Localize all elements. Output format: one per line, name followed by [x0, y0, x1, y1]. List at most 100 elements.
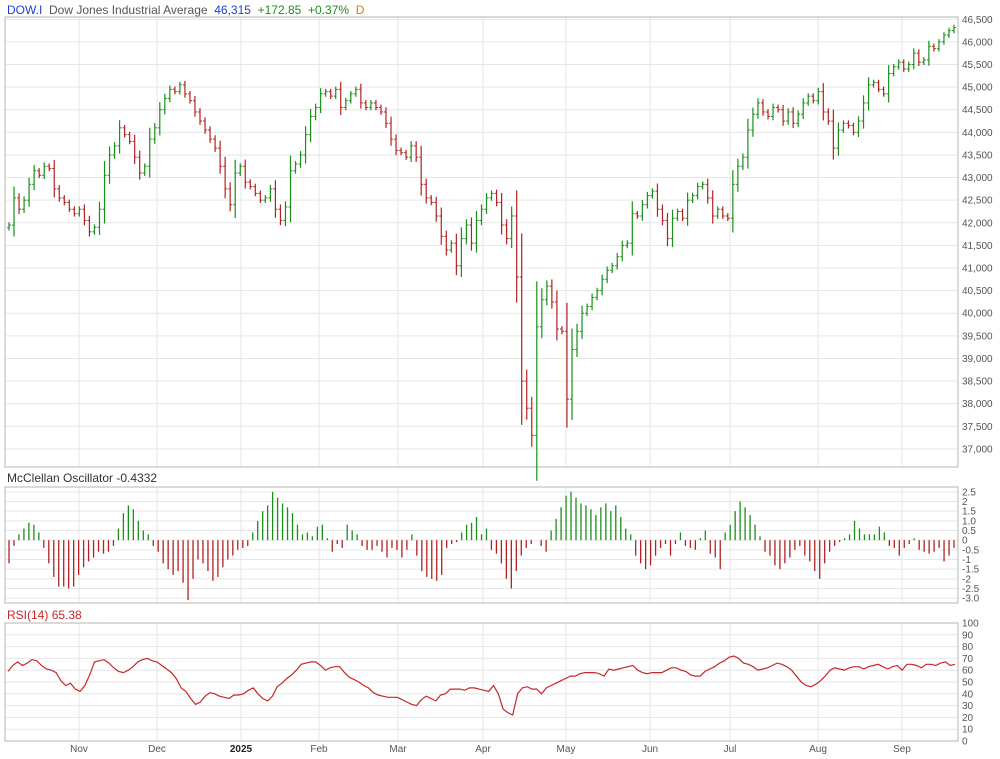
price-bar	[776, 104, 781, 113]
oscillator-label: McClellan Oscillator	[7, 471, 114, 485]
rsi-y-tick-label: 60	[962, 666, 974, 677]
price-bar	[27, 177, 32, 207]
price-bar	[685, 192, 690, 226]
price-bar	[941, 32, 946, 45]
price-bar	[338, 81, 343, 116]
price-bar	[760, 99, 765, 116]
rsi-y-tick-label: 10	[962, 725, 974, 736]
price-bar	[429, 195, 434, 206]
osc-y-tick-label: -2.5	[962, 584, 980, 595]
rsi-line	[7, 655, 956, 716]
price-bar	[147, 127, 152, 178]
price-bar	[17, 193, 22, 214]
price-bar	[313, 103, 318, 121]
price-bar	[655, 183, 660, 217]
price-bar	[911, 48, 916, 70]
price-y-tick-label: 45,000	[962, 83, 993, 94]
price-bar	[373, 100, 378, 111]
price-bar	[781, 104, 786, 126]
price-bar	[514, 190, 519, 303]
x-tick-label: 2025	[230, 744, 253, 755]
price-bar	[590, 293, 595, 311]
x-axis: Nov Dec 2025 Feb Mar Apr May Jun Jul Aug Sep	[70, 744, 911, 755]
price-bar	[645, 191, 650, 209]
price-bar	[198, 108, 203, 125]
price-bar	[318, 88, 323, 114]
x-tick-label: Dec	[148, 744, 166, 755]
price-panel: 37,000 37,500 38,000 38,500 39,000 39,500 40,0…	[4, 15, 993, 481]
price-bar	[253, 183, 258, 197]
price-bar	[529, 396, 534, 447]
price-bar	[816, 87, 821, 105]
price-bar	[801, 98, 806, 119]
price-bar	[906, 61, 911, 72]
price-bar	[720, 206, 725, 219]
price-bar	[218, 140, 223, 174]
price-bar	[896, 59, 901, 70]
price-y-tick-label: 38,000	[962, 399, 993, 410]
period-indicator[interactable]: D	[355, 3, 365, 17]
symbol[interactable]: DOW.I	[7, 3, 43, 17]
price-y-tick-label: 44,500	[962, 105, 993, 116]
price-bar	[921, 57, 926, 66]
price-y-tick-label: 40,000	[962, 309, 993, 320]
price-bar	[414, 141, 419, 162]
price-bar	[343, 97, 348, 111]
price-bar	[821, 83, 826, 121]
price-bar	[856, 116, 861, 138]
price-bar	[750, 107, 755, 137]
price-bar	[695, 182, 700, 200]
price-bar	[871, 79, 876, 88]
price-bar	[670, 209, 675, 248]
osc-y-tick-label: 0	[962, 536, 968, 547]
price-bar	[444, 230, 449, 256]
price-bar	[936, 39, 941, 52]
price-bar	[926, 40, 931, 66]
price-bar	[479, 204, 484, 226]
price-change: +172.85	[257, 3, 302, 17]
price-bar	[308, 108, 313, 143]
price-bar	[203, 117, 208, 134]
price-bar	[273, 180, 278, 218]
price-bar	[419, 145, 424, 196]
price-bar	[554, 290, 559, 341]
price-bar	[228, 182, 233, 212]
price-bar	[886, 64, 891, 103]
price-bar	[831, 109, 836, 160]
price-bar	[439, 207, 444, 245]
price-bar	[137, 150, 142, 180]
price-bar	[57, 185, 62, 202]
price-bar	[399, 147, 404, 156]
price-bar	[730, 170, 735, 233]
rsi-y-tick-label: 100	[962, 619, 979, 630]
price-bar	[389, 116, 394, 146]
rsi-value: 65.38	[51, 608, 82, 622]
price-bar	[177, 81, 182, 95]
price-y-tick-label: 37,500	[962, 422, 993, 433]
rsi-y-tick-label: 40	[962, 689, 974, 700]
price-bar	[459, 227, 464, 278]
rsi-y-tick-label: 50	[962, 678, 974, 689]
rsi-y-tick-label: 90	[962, 630, 974, 641]
price-y-tick-label: 39,000	[962, 354, 993, 365]
price-bar	[353, 86, 358, 97]
price-y-tick-label: 43,000	[962, 173, 993, 184]
price-bar	[208, 126, 213, 143]
price-bar	[474, 211, 479, 253]
rsi-y-tick-label: 20	[962, 713, 974, 724]
price-bar	[826, 108, 831, 125]
index-name: Dow Jones Industrial Average	[49, 3, 208, 17]
osc-y-tick-label: 0.5	[962, 526, 976, 537]
price-bar	[434, 196, 439, 222]
price-y-tick-label: 39,500	[962, 331, 993, 342]
price-bar	[605, 266, 610, 284]
price-bar	[182, 81, 187, 98]
mcclellan-oscillator-panel: 2.521.51.00.50-0.5-1-1.5-2-2.5-3.0	[4, 486, 980, 605]
price-bar	[238, 163, 243, 176]
price-bar	[846, 120, 851, 129]
price-bar	[368, 100, 373, 111]
price-bar	[876, 79, 881, 93]
osc-y-tick-label: -2	[962, 574, 971, 585]
price-bar	[67, 199, 72, 213]
